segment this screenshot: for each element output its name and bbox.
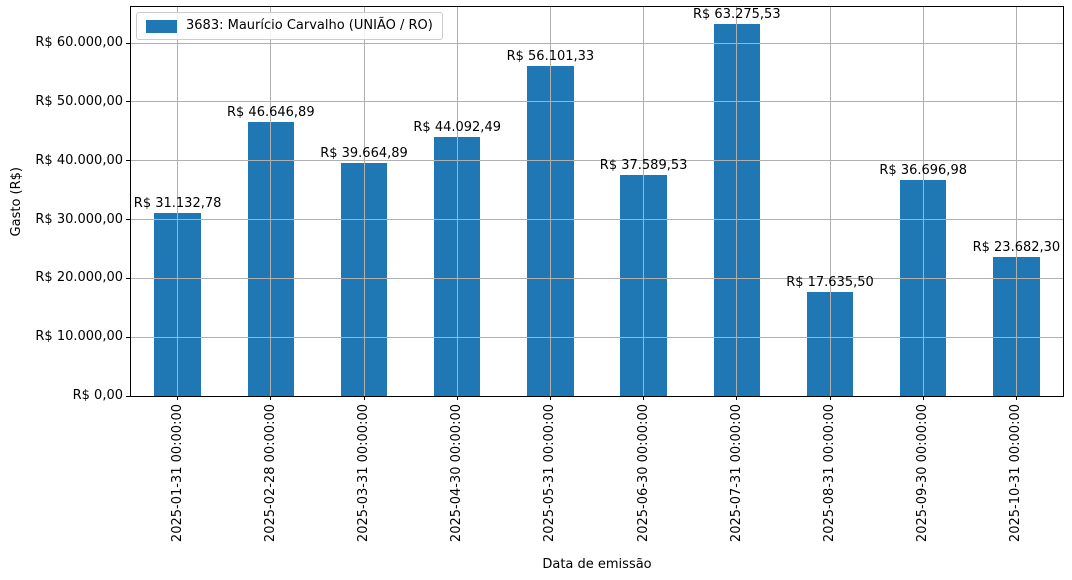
grid-line-vertical xyxy=(643,7,645,396)
bar-value-label: R$ 44.092,49 xyxy=(413,119,501,135)
y-tick-label: R$ 40.000,00 xyxy=(35,152,123,168)
bar-value-label: R$ 37.589,53 xyxy=(599,157,688,173)
bar-value-label: R$ 36.696,98 xyxy=(879,163,967,179)
grid-layer xyxy=(131,7,1063,397)
x-tick-label: 2025-09-30 00:00:00 xyxy=(915,404,931,543)
grid-line-horizontal xyxy=(131,219,1063,220)
y-tick-label: R$ 60.000,00 xyxy=(35,35,123,50)
grid-line-vertical xyxy=(829,7,831,396)
grid-line-horizontal xyxy=(131,336,1063,338)
y-tick-mark xyxy=(126,101,130,103)
bar-value-label: R$ 63.275,53 xyxy=(692,6,781,22)
y-tick-mark xyxy=(126,160,130,162)
y-tick-mark xyxy=(126,219,130,220)
grid-line-vertical xyxy=(270,7,272,396)
grid-line-vertical xyxy=(1015,7,1017,396)
x-tick-mark xyxy=(177,396,179,400)
x-tick-label: 2025-05-31 00:00:00 xyxy=(542,404,558,543)
grid-line-vertical xyxy=(363,7,365,396)
x-tick-mark xyxy=(643,396,645,400)
x-tick-mark xyxy=(363,396,365,400)
plot-area: R$ 31.132,78 R$ 46.646,89 R$ 39.664,89 R$ 4… xyxy=(130,6,1064,397)
grid-line-vertical xyxy=(922,7,924,396)
y-tick-label: R$ 0,00 xyxy=(72,388,123,403)
y-tick-mark xyxy=(126,395,130,397)
bar-value-label: R$ 23.682,30 xyxy=(972,239,1061,255)
bar-value-label: R$ 17.635,50 xyxy=(786,275,874,291)
x-tick-mark xyxy=(549,396,551,400)
y-tick-label: R$ 30.000,00 xyxy=(35,211,123,227)
x-tick-mark xyxy=(456,396,458,400)
x-tick-mark xyxy=(270,396,272,400)
y-tick-label: R$ 50.000,00 xyxy=(35,93,123,109)
y-tick-mark xyxy=(126,277,130,279)
x-tick-label: 2025-01-31 00:00:00 xyxy=(169,404,185,543)
grid-line-vertical xyxy=(736,7,738,396)
x-tick-label: 2025-06-30 00:00:00 xyxy=(635,404,651,543)
x-axis-title: Data de emissão xyxy=(542,557,652,572)
x-tick-mark xyxy=(829,396,831,400)
x-tick-label: 2025-10-31 00:00:00 xyxy=(1008,404,1024,543)
x-tick-label: 2025-08-31 00:00:00 xyxy=(822,404,837,543)
legend-color-swatch xyxy=(146,19,177,33)
grid-line-horizontal xyxy=(131,42,1063,44)
grid-line-vertical xyxy=(177,7,179,396)
x-tick-label: 2025-02-28 00:00:00 xyxy=(262,404,278,543)
legend: 3683: Maurício Carvalho (UNIÃO / RO) xyxy=(136,12,443,40)
bar-value-label: R$ 56.101,33 xyxy=(506,48,595,64)
x-tick-label: 2025-03-31 00:00:00 xyxy=(356,404,371,543)
grid-line-vertical xyxy=(456,7,458,396)
grid-line-horizontal xyxy=(131,101,1063,103)
grid-line-horizontal xyxy=(131,277,1063,279)
y-tick-label: R$ 10.000,00 xyxy=(35,329,123,345)
x-tick-label: 2025-04-30 00:00:00 xyxy=(449,404,465,543)
x-tick-mark xyxy=(922,396,924,400)
y-tick-mark xyxy=(126,336,130,338)
x-tick-label: 2025-07-31 00:00:00 xyxy=(728,404,744,543)
x-tick-mark xyxy=(736,396,738,400)
x-tick-mark xyxy=(1015,396,1017,400)
bar-value-label: R$ 39.664,89 xyxy=(320,145,408,161)
y-tick-mark xyxy=(126,42,130,44)
y-tick-label: R$ 20.000,00 xyxy=(35,270,123,286)
grid-line-horizontal xyxy=(131,160,1063,162)
bar-value-label: R$ 31.132,78 xyxy=(133,195,222,211)
legend-label: 3683: Maurício Carvalho (UNIÃO / RO) xyxy=(186,18,433,33)
bar-value-label: R$ 46.646,89 xyxy=(226,104,315,120)
grid-line-vertical xyxy=(549,7,551,396)
bar-value-labels-layer: R$ 31.132,78 R$ 46.646,89 R$ 39.664,89 R$ 4… xyxy=(131,7,1063,396)
